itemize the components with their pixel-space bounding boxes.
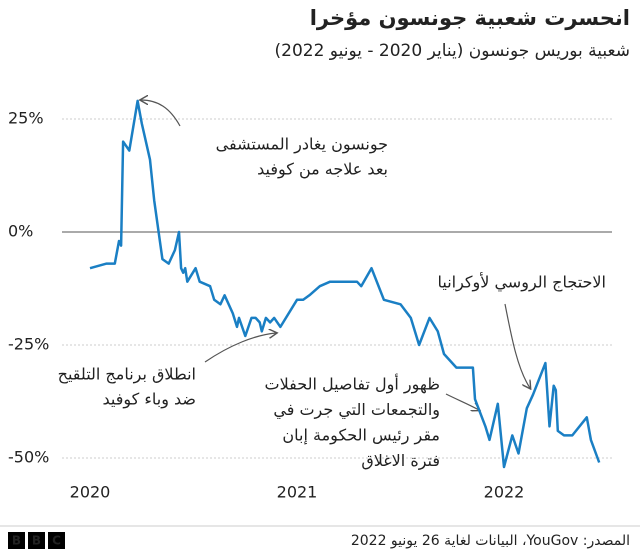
x-tick-label: 2022 bbox=[484, 483, 525, 502]
logo-letter: C bbox=[52, 534, 61, 548]
y-tick-label: 25% bbox=[8, 109, 44, 128]
x-tick-label: 2021 bbox=[277, 483, 318, 502]
chart-subtitle: شعبية بوريس جونسون (يناير 2020 - يونيو 2… bbox=[275, 41, 631, 61]
source: المصدر: YouGov، البيانات لغاية 26 يونيو … bbox=[351, 533, 630, 549]
logo-letter: B bbox=[32, 534, 41, 548]
annotation-arrow bbox=[141, 100, 181, 127]
logo-letter: B bbox=[12, 534, 21, 548]
data-line bbox=[89, 99, 601, 469]
y-tick-label: -25% bbox=[8, 335, 49, 354]
annotation: والتجمعات التي جرت في bbox=[273, 400, 440, 420]
annotation: ظهور أول تفاصيل الحفلات bbox=[265, 374, 440, 395]
logo-box bbox=[48, 532, 65, 549]
logo-box bbox=[8, 532, 25, 549]
annotation: جونسون يغادر المستشفى bbox=[216, 135, 388, 155]
annotation: بعد علاجه من كوفيد bbox=[257, 160, 388, 180]
y-tick-label: 0% bbox=[8, 222, 33, 241]
y-tick-label: -50% bbox=[8, 448, 49, 467]
x-tick-label: 2020 bbox=[70, 483, 111, 502]
annotation: ضد وباء كوفيد bbox=[103, 390, 197, 410]
annotation-arrow bbox=[445, 393, 479, 410]
chart-title: انحسرت شعبية جونسون مؤخرا bbox=[310, 6, 630, 30]
annotation: مقر رئيس الحكومة إبان bbox=[282, 426, 440, 446]
annotation-arrow bbox=[204, 333, 276, 363]
annotation: فترة الاغلاق bbox=[361, 451, 440, 471]
logo-box bbox=[28, 532, 45, 549]
annotation-arrow bbox=[504, 303, 530, 388]
annotation: انطلاق برنامج التلقيح bbox=[58, 365, 196, 385]
annotation: الاحتجاج الروسي لأوكرانيا bbox=[437, 272, 606, 293]
